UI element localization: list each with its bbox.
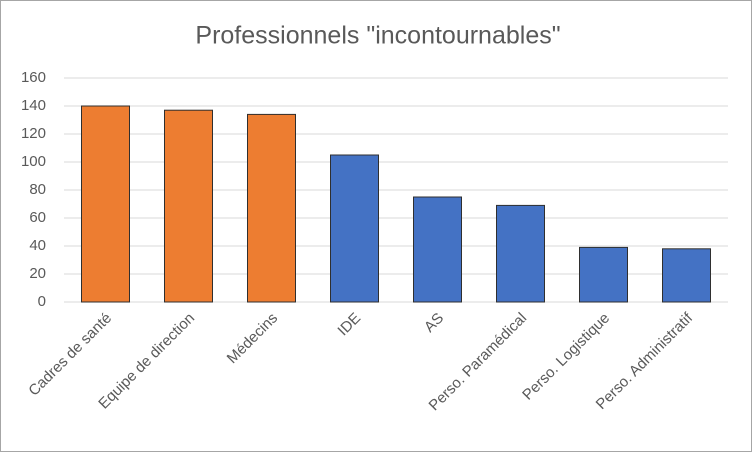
y-tick-label: 60 (29, 209, 46, 226)
y-tick-label: 120 (21, 125, 46, 142)
chart-title: Professionnels "incontournables" (195, 22, 560, 50)
y-tick-label: 100 (21, 153, 46, 170)
y-tick-label: 40 (29, 237, 46, 254)
y-tick-label: 140 (21, 97, 46, 114)
bar (330, 154, 379, 303)
y-tick-label: 160 (21, 69, 46, 86)
bar (247, 113, 296, 303)
bar (579, 246, 628, 303)
y-tick-label: 20 (29, 265, 46, 282)
bar (413, 196, 462, 303)
bar (662, 248, 711, 303)
y-tick-label: 0 (38, 293, 46, 310)
bar (81, 105, 130, 303)
bar (496, 204, 545, 303)
bar (164, 109, 213, 303)
y-tick-label: 80 (29, 181, 46, 198)
